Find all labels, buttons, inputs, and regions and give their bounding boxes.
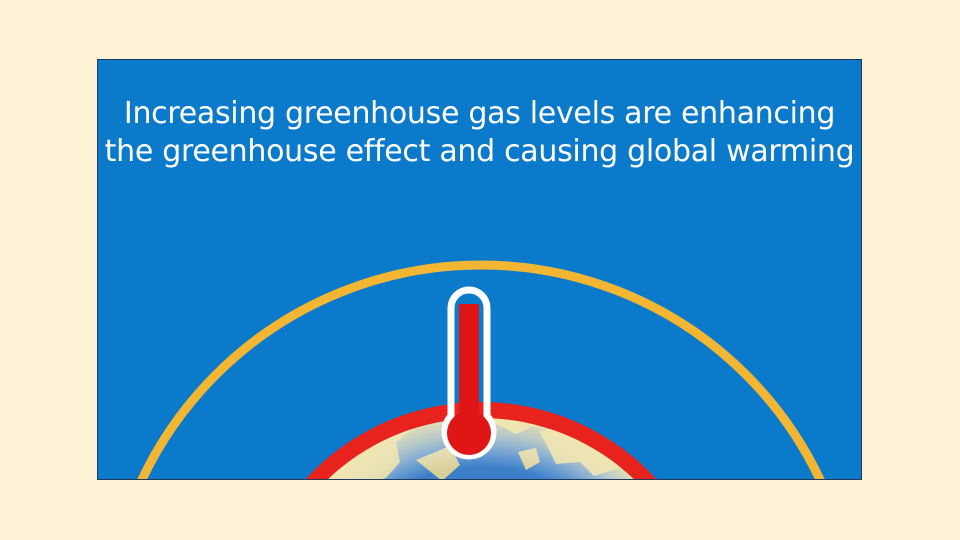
thermometer-bulb (447, 411, 491, 455)
thermometer-outline (441, 286, 497, 460)
greenhouse-illustration (98, 60, 861, 479)
thermometer-fluid-column (459, 304, 479, 424)
greenhouse-panel: Increasing greenhouse gas levels are enh… (97, 59, 862, 480)
thermometer-icon (441, 286, 497, 460)
outer-atmosphere-ring (137, 260, 825, 479)
